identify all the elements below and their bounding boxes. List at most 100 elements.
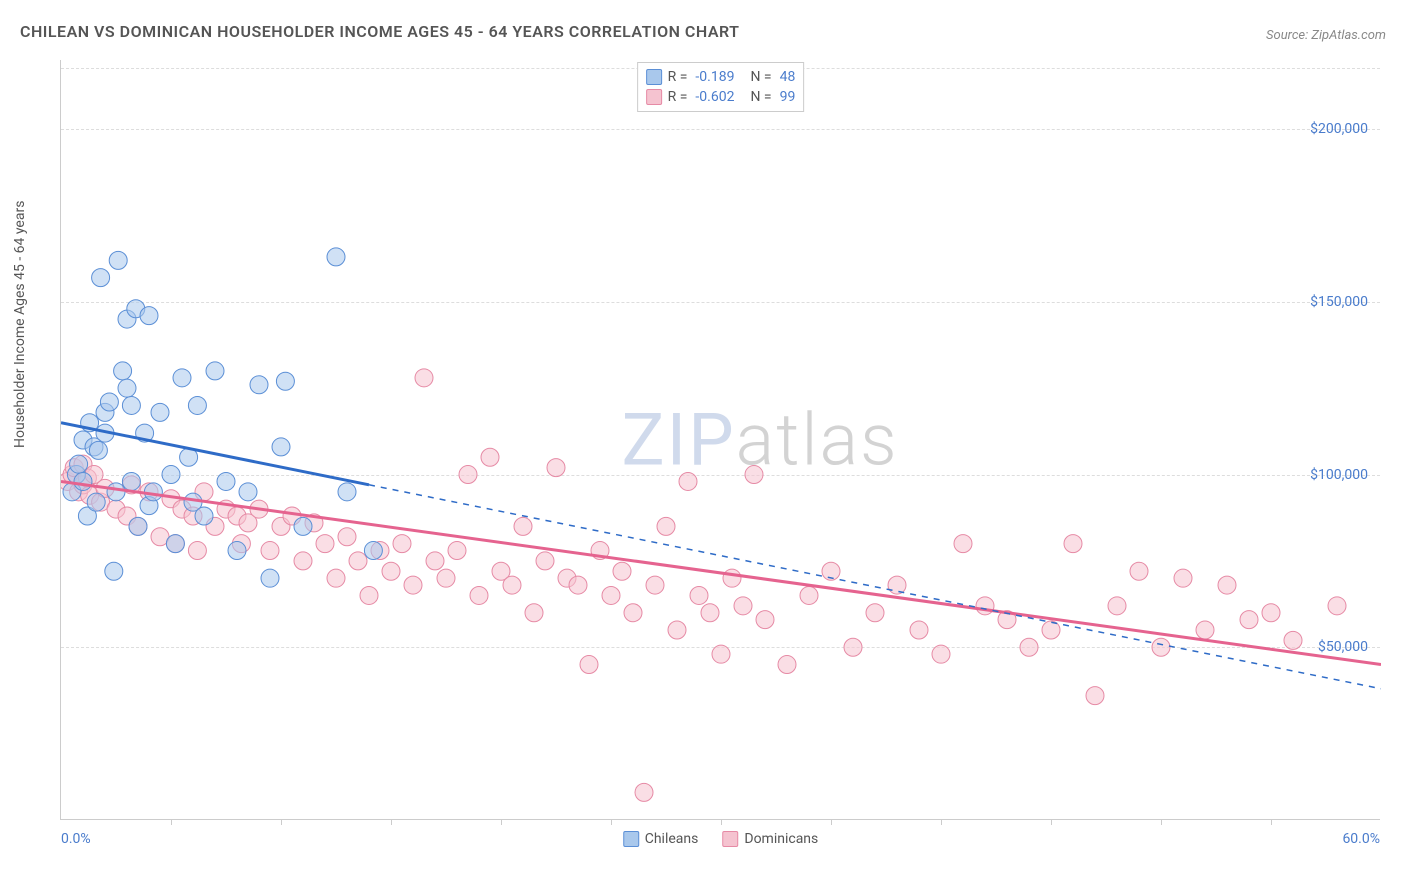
x-axis-min-label: 0.0% <box>61 831 91 847</box>
scatter-point <box>276 372 294 390</box>
scatter-point <box>272 438 290 456</box>
scatter-point <box>723 569 741 587</box>
scatter-point <box>668 621 686 639</box>
scatter-point <box>800 586 818 604</box>
swatch-chileans <box>646 69 662 85</box>
scatter-point <box>122 472 140 490</box>
scatter-svg <box>61 60 1381 820</box>
scatter-point <box>118 379 136 397</box>
scatter-point <box>459 466 477 484</box>
scatter-point <box>364 542 382 560</box>
r-value-chileans: -0.189 <box>695 69 734 85</box>
scatter-point <box>624 604 642 622</box>
scatter-point <box>294 552 312 570</box>
scatter-point <box>910 621 928 639</box>
n-value-chileans: 48 <box>780 69 796 85</box>
scatter-point <box>734 597 752 615</box>
scatter-point <box>393 535 411 553</box>
scatter-point <box>1064 535 1082 553</box>
scatter-point <box>646 576 664 594</box>
scatter-point <box>470 586 488 604</box>
scatter-point <box>89 441 107 459</box>
scatter-point <box>404 576 422 594</box>
scatter-point <box>657 517 675 535</box>
scatter-point <box>690 586 708 604</box>
swatch-dominicans-icon <box>722 831 738 847</box>
scatter-point <box>107 483 125 501</box>
legend-item-dominicans: Dominicans <box>722 831 818 847</box>
swatch-dominicans <box>646 89 662 105</box>
r-label: R = <box>668 89 688 105</box>
legend-label-chileans: Chileans <box>645 831 699 847</box>
scatter-point <box>129 517 147 535</box>
scatter-point <box>1328 597 1346 615</box>
scatter-point <box>217 472 235 490</box>
scatter-point <box>140 307 158 325</box>
scatter-point <box>360 586 378 604</box>
scatter-point <box>122 396 140 414</box>
scatter-point <box>536 552 554 570</box>
scatter-point <box>866 604 884 622</box>
scatter-point <box>105 562 123 580</box>
scatter-point <box>87 493 105 511</box>
scatter-point <box>635 783 653 801</box>
scatter-point <box>206 362 224 380</box>
scatter-point <box>316 535 334 553</box>
scatter-point <box>426 552 444 570</box>
scatter-point <box>173 369 191 387</box>
scatter-point <box>1284 631 1302 649</box>
scatter-point <box>1196 621 1214 639</box>
scatter-point <box>569 576 587 594</box>
scatter-point <box>114 362 132 380</box>
legend-row-dominicans: R = -0.602 N = 99 <box>646 87 796 107</box>
legend-item-chileans: Chileans <box>623 831 699 847</box>
scatter-point <box>888 576 906 594</box>
scatter-point <box>1262 604 1280 622</box>
scatter-point <box>1020 638 1038 656</box>
scatter-point <box>525 604 543 622</box>
scatter-point <box>932 645 950 663</box>
n-label: N = <box>750 69 771 85</box>
scatter-point <box>1218 576 1236 594</box>
scatter-point <box>1130 562 1148 580</box>
scatter-point <box>679 472 697 490</box>
scatter-point <box>100 393 118 411</box>
scatter-point <box>844 638 862 656</box>
scatter-point <box>547 459 565 477</box>
scatter-point <box>239 483 257 501</box>
correlation-legend: R = -0.189 N = 48 R = -0.602 N = 99 <box>637 62 805 112</box>
scatter-point <box>602 586 620 604</box>
scatter-point <box>349 552 367 570</box>
source-attribution: Source: ZipAtlas.com <box>1266 28 1386 43</box>
scatter-point <box>1108 597 1126 615</box>
scatter-point <box>448 542 466 560</box>
chart-container: CHILEAN VS DOMINICAN HOUSEHOLDER INCOME … <box>0 0 1406 892</box>
scatter-point <box>338 483 356 501</box>
y-axis-label: Householder Income Ages 45 - 64 years <box>12 201 28 448</box>
scatter-point <box>327 569 345 587</box>
scatter-point <box>74 472 92 490</box>
swatch-chileans-icon <box>623 831 639 847</box>
scatter-point <box>756 611 774 629</box>
scatter-point <box>613 562 631 580</box>
scatter-point <box>144 483 162 501</box>
scatter-point <box>778 656 796 674</box>
scatter-point <box>162 466 180 484</box>
legend-row-chileans: R = -0.189 N = 48 <box>646 67 796 87</box>
scatter-point <box>166 535 184 553</box>
scatter-point <box>109 251 127 269</box>
scatter-point <box>745 466 763 484</box>
scatter-point <box>188 542 206 560</box>
scatter-point <box>1152 638 1170 656</box>
scatter-point <box>382 562 400 580</box>
scatter-point <box>195 507 213 525</box>
x-axis-max-label: 60.0% <box>1342 831 1380 847</box>
scatter-point <box>514 517 532 535</box>
r-value-dominicans: -0.602 <box>695 89 734 105</box>
scatter-point <box>188 396 206 414</box>
scatter-point <box>503 576 521 594</box>
series-legend: Chileans Dominicans <box>623 831 819 847</box>
scatter-point <box>712 645 730 663</box>
scatter-point <box>151 403 169 421</box>
scatter-point <box>261 542 279 560</box>
